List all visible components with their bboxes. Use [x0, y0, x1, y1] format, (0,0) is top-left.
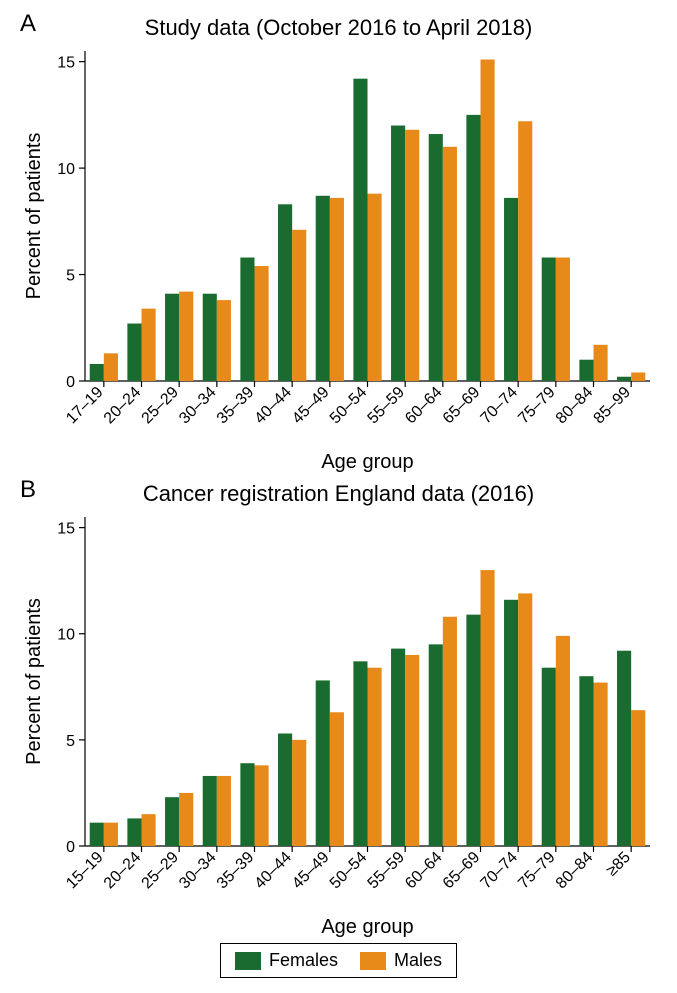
panel-b: B Cancer registration England data (2016…: [15, 476, 662, 941]
svg-text:65–69: 65–69: [440, 384, 484, 428]
svg-text:5: 5: [66, 733, 75, 750]
svg-text:Percent of patients: Percent of patients: [23, 133, 45, 300]
svg-text:55–59: 55–59: [365, 849, 409, 893]
panel-a-title: Study data (October 2016 to April 2018): [15, 15, 662, 41]
svg-text:25–29: 25–29: [139, 384, 183, 428]
panel-b-label: B: [20, 476, 36, 504]
legend-swatch-females: [235, 952, 261, 970]
svg-text:20–24: 20–24: [101, 384, 145, 428]
svg-text:80–84: 80–84: [553, 384, 597, 428]
svg-text:15: 15: [57, 55, 75, 72]
svg-text:60–64: 60–64: [402, 849, 446, 893]
svg-text:5: 5: [66, 268, 75, 285]
panel-b-chart: 051015Percent of patients15–1920–2425–29…: [15, 509, 662, 941]
svg-text:45–49: 45–49: [289, 849, 333, 893]
svg-text:20–24: 20–24: [101, 849, 145, 893]
svg-text:0: 0: [66, 839, 75, 856]
svg-text:70–74: 70–74: [478, 384, 522, 428]
svg-text:10: 10: [57, 627, 75, 644]
svg-text:35–39: 35–39: [214, 849, 258, 893]
panel-a-svg: 051015Percent of patients17–1920–2425–29…: [15, 43, 662, 476]
svg-text:50–54: 50–54: [327, 849, 371, 893]
svg-text:55–59: 55–59: [365, 384, 409, 428]
svg-text:60–64: 60–64: [402, 384, 446, 428]
svg-text:30–34: 30–34: [176, 384, 220, 428]
svg-text:Age group: Age group: [321, 451, 413, 473]
legend-swatch-males: [360, 952, 386, 970]
svg-text:50–54: 50–54: [327, 384, 371, 428]
svg-text:35–39: 35–39: [214, 384, 258, 428]
svg-text:80–84: 80–84: [553, 849, 597, 893]
legend-label-males: Males: [394, 950, 442, 971]
panel-a-chart: 051015Percent of patients17–1920–2425–29…: [15, 43, 662, 476]
svg-text:≥85: ≥85: [603, 849, 634, 880]
panel-b-svg: 051015Percent of patients15–1920–2425–29…: [15, 509, 662, 941]
svg-text:75–79: 75–79: [515, 384, 559, 428]
legend-item-females: Females: [235, 950, 338, 971]
figure-container: A Study data (October 2016 to April 2018…: [0, 0, 677, 993]
svg-text:75–79: 75–79: [515, 849, 559, 893]
svg-text:45–49: 45–49: [289, 384, 333, 428]
svg-text:40–44: 40–44: [252, 384, 296, 428]
svg-text:40–44: 40–44: [252, 849, 296, 893]
legend-label-females: Females: [269, 950, 338, 971]
svg-text:Percent of patients: Percent of patients: [23, 598, 45, 765]
legend: Females Males: [220, 943, 457, 978]
svg-text:30–34: 30–34: [176, 849, 220, 893]
panel-a: A Study data (October 2016 to April 2018…: [15, 10, 662, 476]
svg-text:65–69: 65–69: [440, 849, 484, 893]
panel-a-label: A: [20, 10, 36, 38]
svg-text:70–74: 70–74: [478, 849, 522, 893]
svg-text:85–99: 85–99: [591, 384, 635, 428]
svg-text:10: 10: [57, 161, 75, 178]
legend-item-males: Males: [360, 950, 442, 971]
svg-text:0: 0: [66, 374, 75, 391]
svg-text:15: 15: [57, 521, 75, 538]
svg-text:25–29: 25–29: [139, 849, 183, 893]
svg-text:Age group: Age group: [321, 916, 413, 938]
panel-b-title: Cancer registration England data (2016): [15, 481, 662, 507]
